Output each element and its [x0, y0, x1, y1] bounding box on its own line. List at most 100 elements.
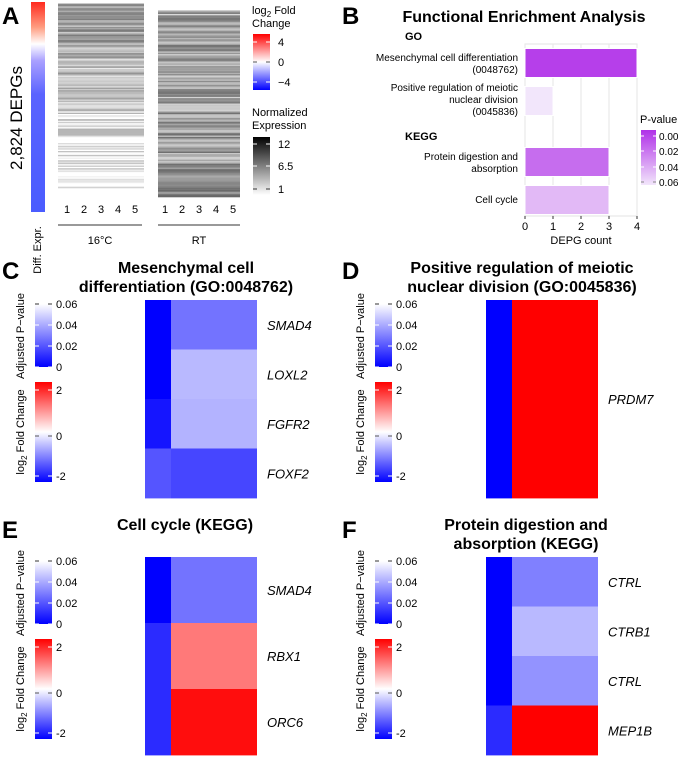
- pvalue-legend-title-d: Adjusted P−value: [355, 293, 367, 379]
- panel-c-letter: C: [2, 258, 19, 285]
- heatmap-rt-row: [158, 164, 240, 167]
- heatmap-16c-row: [58, 124, 144, 127]
- heatmap-rt-row: [158, 143, 240, 146]
- heatmap-rt-row: [158, 30, 240, 32]
- heatmap-rt-row: [158, 72, 240, 75]
- sample-label-rt-3: 3: [196, 204, 202, 216]
- heatmap-rt-row: [158, 36, 240, 39]
- heatmap-rt-row: [158, 160, 240, 163]
- heatmap-rt-row: [158, 130, 240, 132]
- bar-legend-colorbar: [641, 130, 656, 185]
- heatmap-rt-row: [158, 132, 240, 135]
- panel-d-letter: D: [342, 258, 359, 285]
- heatmap-rt-row: [158, 10, 240, 12]
- legend-group-c: 0.06 0.04 0.02 0 Adjusted P−value 2 0 -2 log2 Fo…: [15, 293, 77, 483]
- pvalue-tick-f-0: 0.06: [396, 556, 417, 568]
- gene-label-e-0: SMAD4: [267, 583, 312, 598]
- heatmap-rt-row: [158, 152, 240, 155]
- legend-fc-tick-neg4: −4: [278, 77, 291, 89]
- heatmap-16c-row: [58, 10, 144, 13]
- bar-x-tick-label: 2: [578, 221, 584, 233]
- heatmap-16c-row: [58, 137, 144, 140]
- heatmap-16c-row: [58, 125, 144, 128]
- legend-group-d: 0.06 0.04 0.02 0 Adjusted P−value 2 0 -2 log2 Fo…: [355, 293, 417, 483]
- heatmap-rt-row: [158, 51, 240, 54]
- heatmap-rt-row: [158, 39, 240, 42]
- heatmap-rt-row: [158, 170, 240, 172]
- heatmap-16c-row: [58, 32, 144, 34]
- heatmap-rt-row: [158, 102, 240, 104]
- pvalue-cell-f-3: [486, 705, 512, 756]
- heatmap-16c-row: [58, 117, 144, 120]
- heatmap-rt-row: [158, 20, 240, 23]
- pvalue-tick-e-1: 0.04: [56, 577, 77, 589]
- heatmap-16c: [58, 3, 144, 189]
- section-go-label: GO: [405, 31, 423, 43]
- heatmap-16c-row: [58, 116, 144, 119]
- fc-legend-title-f: log2 Fold Change: [355, 646, 369, 731]
- fc-cell-c-2: [171, 399, 257, 449]
- fc-tick-d-0: 2: [396, 385, 402, 397]
- heatmap-16c-row: [58, 17, 144, 20]
- fc-tick-e-0: 2: [56, 642, 62, 654]
- heatmap-rt-row: [158, 135, 240, 138]
- heatmap-rt-row: [158, 171, 240, 174]
- fc-tick-c-2: -2: [56, 471, 66, 483]
- heatmap-rt-row: [158, 111, 240, 114]
- panel-f-title-line1: Protein digestion and: [444, 517, 608, 534]
- heatmap-rt-row: [158, 119, 240, 122]
- fc-tick-c-0: 2: [56, 385, 62, 397]
- heatmap-16c-row: [58, 86, 144, 88]
- heatmap-16c-row: [58, 158, 144, 161]
- heatmap-16c-row: [58, 91, 144, 94]
- heatmap-rt-row: [158, 68, 240, 71]
- heatmap-rt-row: [158, 27, 240, 29]
- bar-x-tick-label: 0: [522, 221, 528, 233]
- pvalue-cell-e-2: [145, 689, 171, 756]
- heatmap-16c-row: [58, 58, 144, 61]
- heatmap-rt-row: [158, 155, 240, 158]
- heatmap-rt-row: [158, 180, 240, 183]
- pvalue-cell-f-2: [486, 656, 512, 706]
- heatmap-rt-row: [158, 136, 240, 139]
- heatmap-rt-row: [158, 78, 240, 80]
- diff-expr-colorbar: [31, 2, 45, 212]
- heatmap-16c-row: [58, 110, 144, 112]
- heatmap-16c-row: [58, 177, 144, 180]
- heatmap-16c-row: [58, 74, 144, 76]
- heatmap-rt-row: [158, 35, 240, 38]
- panel-d-title-line2: nuclear division (GO:0045836): [407, 279, 636, 296]
- heatmap-16c-row: [58, 148, 144, 150]
- heatmap-16c-row: [58, 55, 144, 58]
- heatmap-rt-row: [158, 100, 240, 103]
- heatmap-rt-row: [158, 76, 240, 79]
- heatmap-rt-row: [158, 191, 240, 194]
- heatmap-16c-row: [58, 80, 144, 83]
- heatmap-rt-row: [158, 12, 240, 15]
- heatmap-16c-row: [58, 157, 144, 160]
- heatmap-16c-row: [58, 149, 144, 152]
- sample-label-rt-1: 1: [162, 204, 168, 216]
- panel-a-letter: A: [2, 3, 19, 30]
- heatmap-rt-row: [158, 179, 240, 182]
- heatmap-rt-row: [158, 28, 240, 31]
- heatmap-rt-row: [158, 83, 240, 86]
- pvalue-colorbar-d: [375, 304, 392, 367]
- heatmap-16c-row: [58, 121, 144, 124]
- heatmap-16c-row: [58, 46, 144, 49]
- bar-2: [524, 147, 610, 177]
- heatmap-16c-row: [58, 37, 144, 39]
- gene-label-f-1: CTRB1: [608, 624, 651, 639]
- heatmap-rt-row: [158, 94, 240, 96]
- gene-label-e-1: RBX1: [267, 649, 301, 664]
- heatmap-16c-row: [58, 132, 144, 135]
- heatmap-rt-row: [158, 42, 240, 44]
- heatmap-rt-row: [158, 120, 240, 123]
- legend-fc-title: log2 Fold: [252, 5, 296, 19]
- heatmap-rt-row: [158, 11, 240, 13]
- legend-expr-title: Normalized: [252, 107, 308, 119]
- fc-legend-title-c: log2 Fold Change: [15, 389, 29, 474]
- heatmap-16c-row: [58, 79, 144, 82]
- heatmap-16c-row: [58, 154, 144, 157]
- heatmap-16c-row: [58, 168, 144, 170]
